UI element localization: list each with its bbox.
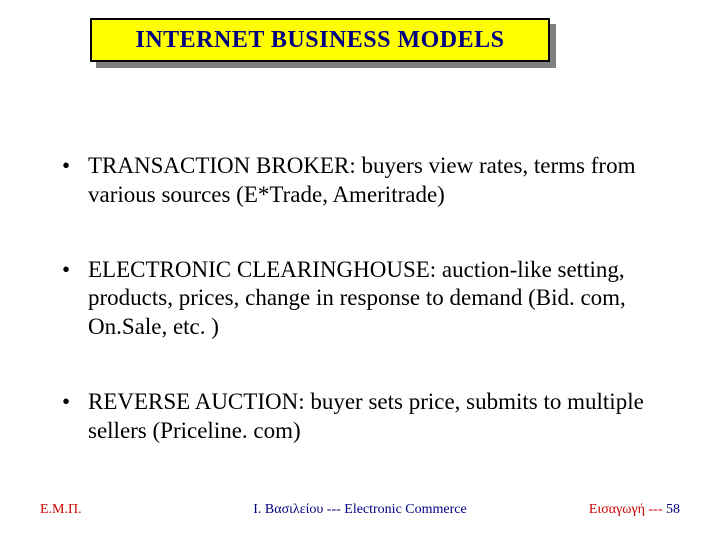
bullet-text: ELECTRONIC CLEARINGHOUSE: auction-like s… (88, 257, 626, 340)
list-item: TRANSACTION BROKER: buyers view rates, t… (58, 152, 668, 210)
slide-title: INTERNET BUSINESS MODELS (135, 27, 504, 54)
list-item: ELECTRONIC CLEARINGHOUSE: auction-like s… (58, 256, 668, 342)
title-box: INTERNET BUSINESS MODELS (90, 18, 550, 62)
bullet-text: TRANSACTION BROKER: buyers view rates, t… (88, 153, 635, 207)
footer-right-label: Εισαγωγή --- (589, 502, 666, 517)
content-area: TRANSACTION BROKER: buyers view rates, t… (58, 152, 668, 491)
bullet-list: TRANSACTION BROKER: buyers view rates, t… (58, 152, 668, 445)
footer-right: Εισαγωγή --- 58 (589, 502, 680, 518)
footer: Ε.Μ.Π. Ι. Βασιλείου --- Electronic Comme… (0, 502, 720, 522)
list-item: REVERSE AUCTION: buyer sets price, submi… (58, 388, 668, 446)
bullet-text: REVERSE AUCTION: buyer sets price, submi… (88, 389, 644, 443)
title-container: INTERNET BUSINESS MODELS (90, 18, 550, 62)
page-number: 58 (666, 502, 680, 517)
